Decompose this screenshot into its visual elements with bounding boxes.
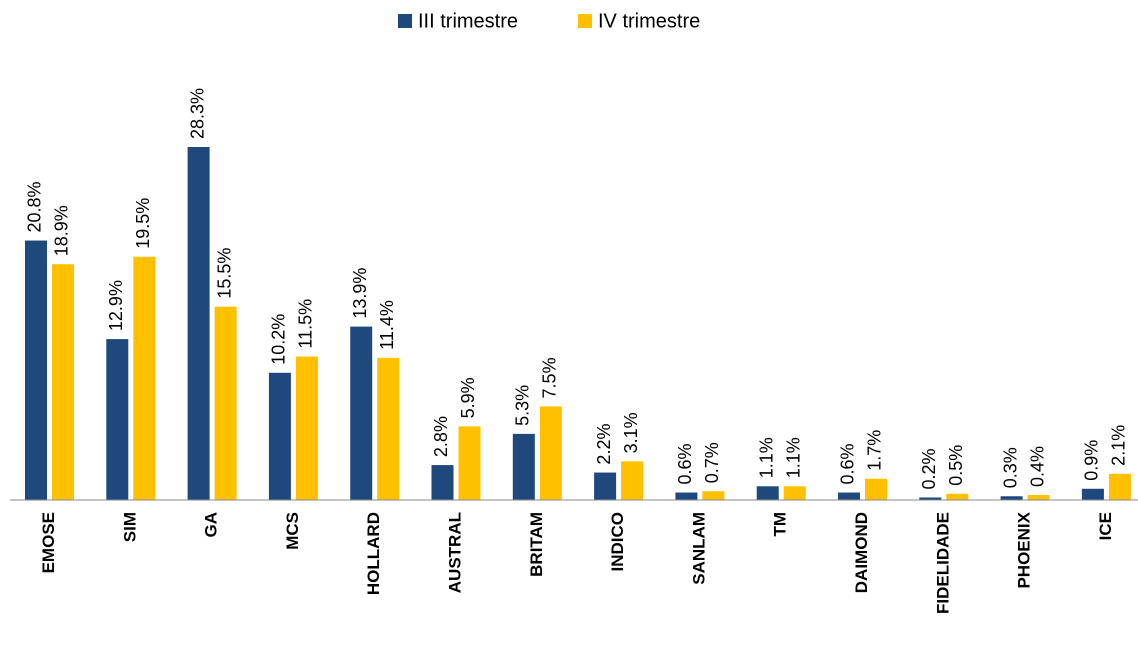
value-label: 2.2% [594,424,614,465]
value-label: 20.8% [25,182,45,233]
x-tick-label: PHOENIX [1015,511,1034,588]
value-label: 2.8% [431,416,451,457]
bar [756,486,779,500]
bar [268,372,291,500]
x-tick-label: HOLLARD [364,512,383,595]
value-label: 5.9% [458,377,478,418]
bar [1081,488,1104,500]
x-tick-label: INDICO [608,512,627,572]
value-label: 0.6% [675,443,695,484]
bar [1027,495,1050,500]
bar [919,497,942,500]
bar [1108,473,1131,500]
x-tick-label: MCS [283,512,302,550]
bar [133,256,156,500]
value-label: 0.5% [946,445,966,486]
value-label: 0.2% [919,448,939,489]
value-label: 11.4% [377,300,397,350]
bar [702,491,725,500]
x-tick-label: FIDELIDADE [933,512,952,614]
value-label: 28.3% [187,88,207,139]
bar [106,339,129,500]
bar [295,356,318,500]
x-tick-label: BRITAM [527,512,546,577]
value-label: 13.9% [350,268,370,319]
bar [1000,496,1023,500]
x-tick-label: ICE [1096,512,1115,540]
value-label: 0.3% [1000,447,1020,488]
value-label: 1.1% [756,437,776,478]
value-label: 19.5% [133,198,153,249]
bar [350,326,373,500]
bar [675,492,698,500]
value-label: 11.5% [296,299,316,349]
value-label: 12.9% [106,280,126,331]
bar [431,465,454,500]
bar [187,147,210,500]
value-label: 18.9% [52,205,72,256]
bar [458,426,481,500]
value-label: 2.1% [1109,425,1129,466]
bar [512,433,535,500]
x-tick-label: SANLAM [689,512,708,585]
bar [214,306,237,500]
value-label: 3.1% [621,412,641,453]
bar [25,240,47,500]
value-label: 0.6% [838,443,858,484]
value-label: 0.4% [1027,446,1047,487]
x-tick-label: EMOSE [39,512,58,573]
bar [946,493,969,500]
value-label: 0.7% [702,442,722,483]
bar [594,472,617,500]
bar [783,486,806,500]
legend-swatch [398,14,412,28]
x-tick-label: AUSTRAL [445,512,464,593]
bar [838,492,860,500]
value-label: 0.9% [1082,440,1102,481]
legend-label: III trimestre [418,10,518,32]
value-label: 1.1% [783,437,803,478]
x-tick-label: TM [771,512,790,537]
bar [377,357,400,500]
bar [52,264,74,500]
bar [865,478,887,500]
bar [539,406,562,500]
legend-swatch [578,14,592,28]
x-tick-label: DAIMOND [852,512,871,593]
x-tick-label: GA [202,512,221,538]
value-label: 10.2% [269,314,289,365]
bar [621,461,644,500]
value-label: 1.7% [865,430,885,471]
value-label: 5.3% [513,385,533,426]
value-label: 15.5% [214,248,234,299]
value-label: 7.5% [540,357,560,398]
x-tick-label: SIM [120,512,139,542]
legend-label: IV trimestre [598,10,700,32]
